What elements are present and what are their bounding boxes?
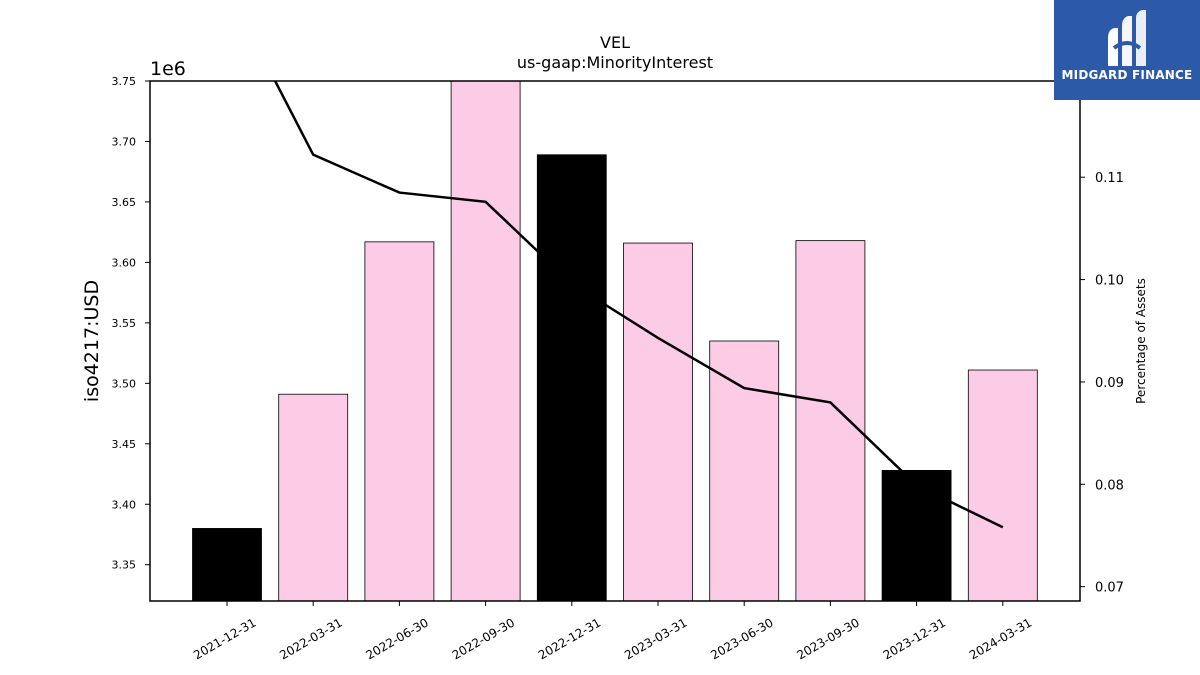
y-tick-label: 3.55 <box>112 317 137 330</box>
y-axis-label: iso4217:USD <box>81 280 103 402</box>
y-tick-label: 3.35 <box>112 559 137 572</box>
bar <box>450 80 521 602</box>
x-tick-label: 2022-06-30 <box>363 615 430 662</box>
x-tick-label: 2023-03-31 <box>622 615 689 662</box>
y2-tick-label: 0.11 <box>1095 171 1124 186</box>
bar <box>709 340 780 602</box>
chart-title: VEL <box>600 33 630 52</box>
bar <box>881 469 952 602</box>
bars-layer <box>192 80 1038 602</box>
y-tick-label: 3.50 <box>112 377 137 390</box>
y-tick-label: 3.60 <box>112 256 137 269</box>
midgard-logo: MIDGARD FINANCE <box>1054 0 1200 100</box>
y-tick-label: 3.45 <box>112 438 137 451</box>
x-tick-label: 2022-09-30 <box>450 615 517 662</box>
midgard-logo-icon <box>1108 10 1146 66</box>
bar <box>364 241 435 602</box>
y-tick-label: 3.70 <box>112 135 137 148</box>
bar <box>967 369 1038 602</box>
x-tick-label: 2023-09-30 <box>794 615 861 662</box>
bar <box>536 154 607 602</box>
x-tick-label: 2021-12-31 <box>191 615 258 662</box>
x-tick-label: 2023-06-30 <box>708 615 775 662</box>
x-tick-label: 2023-12-31 <box>881 615 948 662</box>
bar <box>278 393 349 602</box>
line-layer <box>273 81 1004 529</box>
bar <box>623 242 693 602</box>
y2-ticks: 0.07 0.08 0.09 0.10 0.11 <box>1080 171 1124 596</box>
y-axis-offset-label: 1e6 <box>150 58 186 80</box>
y-ticks: 3.35 3.40 3.45 3.50 3.55 3.60 3.65 3.70 3.75 <box>112 75 150 572</box>
bar <box>795 240 866 602</box>
y2-axis-label: Percentage of Assets <box>1134 278 1148 404</box>
y-tick-label: 3.65 <box>112 196 137 209</box>
y2-tick-label: 0.09 <box>1095 376 1124 391</box>
y2-tick-label: 0.07 <box>1095 581 1124 596</box>
x-tick-label: 2022-03-31 <box>277 615 344 662</box>
x-tick-label: 2024-03-31 <box>967 615 1034 662</box>
y2-tick-label: 0.08 <box>1095 478 1124 493</box>
chart-subtitle: us-gaap:MinorityInterest <box>517 53 713 72</box>
bar <box>192 528 262 602</box>
midgard-logo-name: MIDGARD FINANCE <box>1061 68 1193 82</box>
series-line <box>273 81 1004 529</box>
plot-frame <box>149 80 1081 602</box>
y-tick-label: 3.75 <box>112 75 137 88</box>
y-tick-label: 3.40 <box>112 498 137 511</box>
y2-tick-label: 0.10 <box>1095 274 1124 289</box>
x-tick-label: 2022-12-31 <box>536 615 603 662</box>
x-ticks: 2021-12-31 2022-03-31 2022-06-30 2022-09-30… <box>191 601 1034 662</box>
